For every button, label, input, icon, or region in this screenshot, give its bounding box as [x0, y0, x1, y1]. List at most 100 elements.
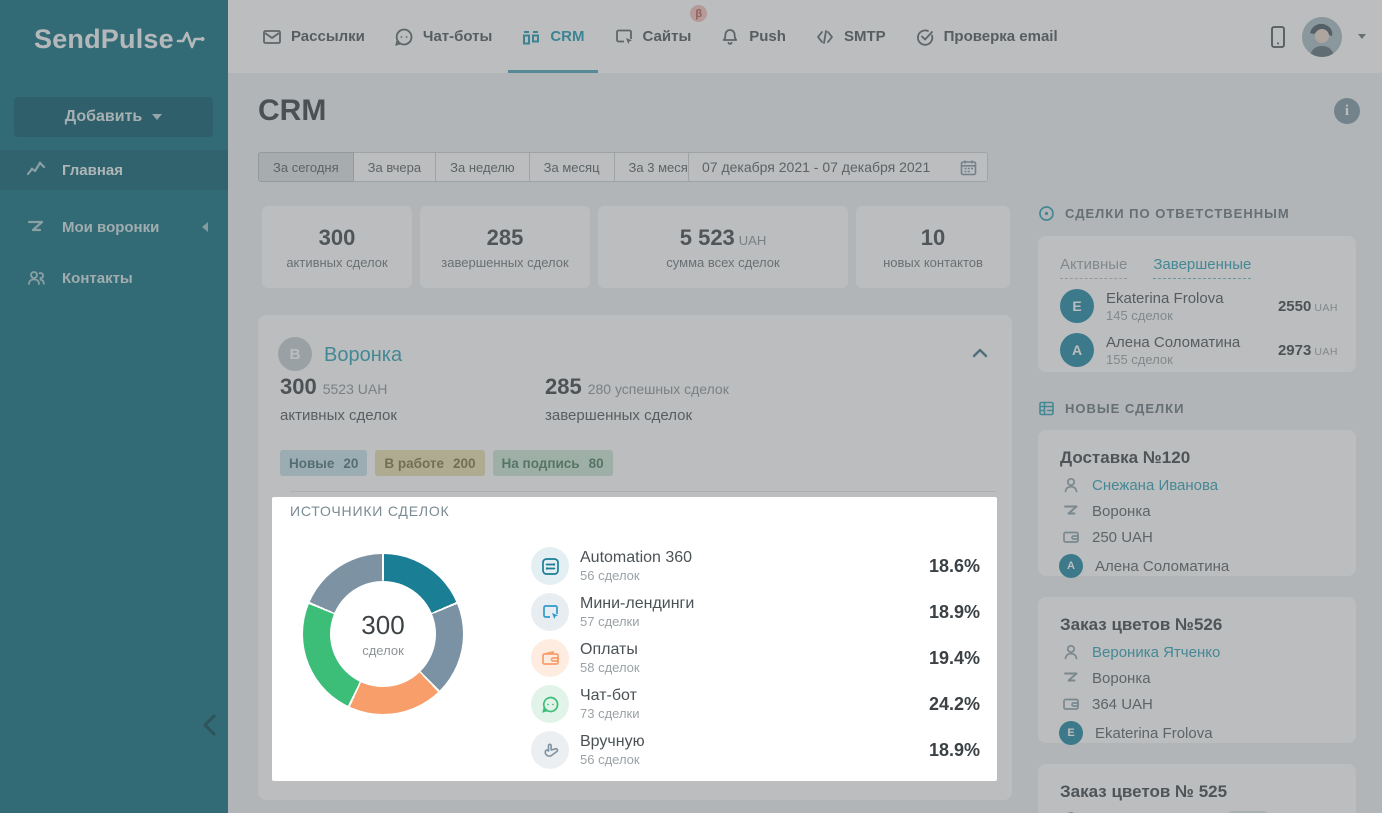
sidebar-item-funnels[interactable]: Мои воронки [0, 207, 228, 247]
stat-value: 300 [318, 224, 356, 250]
calendar-icon [960, 160, 977, 175]
account-caret-icon[interactable] [1358, 34, 1366, 39]
page-title: CRM [258, 94, 327, 127]
deal-responsible-row: E Ekaterina Frolova [1038, 713, 1356, 745]
legend-deals: 73 сделки [580, 706, 640, 721]
collapse-sidebar-icon[interactable] [200, 712, 222, 738]
filter-yesterday[interactable]: За вчера [352, 152, 437, 182]
legend-row-landings[interactable]: Мини-лендинги 57 сделки 18.9% [531, 589, 980, 635]
deal-contact-row[interactable]: Снежана Иванова [1038, 468, 1356, 494]
responsible-row[interactable]: A Алена Соломатина 155 сделок 2973 UAH [1038, 323, 1356, 367]
mobile-app-icon[interactable] [1270, 25, 1286, 49]
deal-responsible: Ekaterina Frolova [1095, 724, 1213, 742]
stat-label: новых контактов [883, 254, 983, 270]
nav-item-mailings[interactable]: Рассылки [262, 0, 365, 73]
sidebar-item-main[interactable]: Главная [0, 150, 228, 190]
person-icon [1064, 477, 1078, 493]
legend-row-automation[interactable]: Automation 360 56 сделок 18.6% [531, 543, 980, 589]
deal-responsible: Алена Соломатина [1095, 557, 1230, 575]
user-avatar[interactable] [1302, 16, 1342, 57]
mail-icon [263, 29, 281, 44]
deal-card[interactable]: Заказ цветов №526 Вероника Ятченко Ворон… [1038, 597, 1356, 745]
chevron-up-icon[interactable] [970, 343, 990, 363]
check-circle-icon [916, 29, 933, 46]
legend-row-manual[interactable]: Вручную 56 сделок 18.9% [531, 727, 980, 773]
nav-label: SMTP [843, 28, 886, 45]
stage-badge-signing[interactable]: На подпись 80 [492, 450, 613, 476]
tab-active-deals[interactable]: Активные [1060, 256, 1128, 279]
stage-badge-new[interactable]: Новые 20 [280, 450, 368, 476]
nav-item-sites[interactable]: Сайты β [614, 0, 708, 73]
filter-week[interactable]: За неделю [435, 152, 530, 182]
funnel-title[interactable]: Воронка [324, 344, 403, 366]
nav-item-smtp[interactable]: SMTP [815, 0, 886, 73]
deal-sources-donut-chart[interactable]: 300 сделок [303, 554, 463, 714]
divider [290, 491, 996, 492]
deal-card[interactable]: Заказ цветов № 525 [1038, 764, 1356, 813]
wallet-icon [1063, 531, 1079, 543]
responsible-row[interactable]: E Ekaterina Frolova 145 сделок 2550 UAH [1038, 279, 1356, 323]
target-icon [1039, 206, 1054, 221]
deal-contact-row[interactable] [1038, 802, 1356, 813]
responsible-amount: 2550 UAH [1277, 297, 1338, 315]
section-title: СДЕЛКИ ПО ОТВЕТСТВЕННЫМ [1065, 206, 1290, 221]
legend-deals: 56 сделок [580, 568, 640, 583]
active-deals-number: 300 5523 UAH [280, 374, 388, 399]
sidebar-item-contacts[interactable]: Контакты [0, 258, 228, 298]
deal-card[interactable]: Доставка №120 Снежана Иванова Воронка 25… [1038, 430, 1356, 578]
date-range-input[interactable]: 07 декабря 2021 - 07 декабря 2021 [688, 152, 988, 182]
nav-label: CRM [550, 28, 585, 45]
responsible-amount: 2973 UAH [1277, 341, 1338, 359]
filter-today[interactable]: За сегодня [258, 152, 354, 182]
stat-label: активных сделок [286, 254, 388, 270]
completed-deals-label: завершенных сделок [545, 407, 693, 424]
sites-icon [615, 29, 632, 44]
chat-icon [395, 28, 413, 46]
funnel-icon [1064, 672, 1078, 682]
legend-percent: 18.9% [928, 739, 980, 760]
contacts-icon [28, 271, 45, 285]
responsible-section-header: СДЕЛКИ ПО ОТВЕТСТВЕННЫМ [1038, 205, 1290, 222]
legend-deals: 57 сделки [580, 614, 640, 629]
nav-item-push[interactable]: Push [720, 0, 786, 73]
stat-label: завершенных сделок [441, 254, 569, 270]
bell-icon [723, 28, 738, 45]
sidebar: SendPulse Добавить Главная Мои воронки [0, 0, 228, 813]
deal-title: Заказ цветов №526 [1060, 615, 1223, 634]
stage-badge-inprogress[interactable]: В работе 200 [375, 450, 485, 476]
responsible-name: Ekaterina Frolova [1106, 289, 1224, 307]
section-title: НОВЫЕ СДЕЛКИ [1065, 401, 1185, 416]
responsible-deals: 145 сделок [1106, 307, 1173, 323]
stat-value: 5 523 [679, 224, 735, 250]
legend-row-payments[interactable]: Оплаты 58 сделок 19.4% [531, 635, 980, 681]
deal-contact[interactable]: Снежана Иванова [1092, 476, 1219, 494]
add-button-label: Добавить [64, 108, 143, 125]
stat-new-contacts: 10 новых контактов [856, 206, 1010, 288]
tab-completed-deals[interactable]: Завершенные [1153, 256, 1252, 279]
table-icon [1039, 401, 1054, 416]
beta-badge: β [690, 5, 708, 22]
nav-item-chatbots[interactable]: Чат-боты [394, 0, 492, 73]
legend-row-chatbot[interactable]: Чат-бот 73 сделки 24.2% [531, 681, 980, 727]
deal-contact[interactable]: Вероника Ятченко [1092, 643, 1221, 661]
nav-item-crm[interactable]: CRM [508, 0, 598, 73]
nav-item-email-verify[interactable]: Проверка email [915, 0, 1058, 73]
info-icon[interactable]: i [1334, 98, 1360, 124]
nav-label: Проверка email [943, 28, 1058, 45]
deal-amount-row: 364 UAH [1038, 687, 1356, 713]
nav-label: Сайты [642, 28, 692, 45]
wallet-icon [531, 639, 569, 677]
funnel-icon [27, 220, 44, 232]
stat-value: 285 [486, 224, 524, 250]
stat-active-deals: 300 активных сделок [262, 206, 412, 288]
sendpulse-logo[interactable]: SendPulse [34, 24, 206, 55]
filter-month[interactable]: За месяц [528, 152, 615, 182]
deal-contact-row[interactable]: Вероника Ятченко [1038, 635, 1356, 661]
deal-badge-clipped [1226, 811, 1270, 813]
avatar: A [1059, 554, 1083, 578]
crm-icon [523, 30, 540, 44]
responsible-deals: 155 сделок [1106, 351, 1173, 367]
responsible-tabs: Активные Завершенные [1038, 236, 1356, 279]
add-button[interactable]: Добавить [14, 97, 213, 137]
